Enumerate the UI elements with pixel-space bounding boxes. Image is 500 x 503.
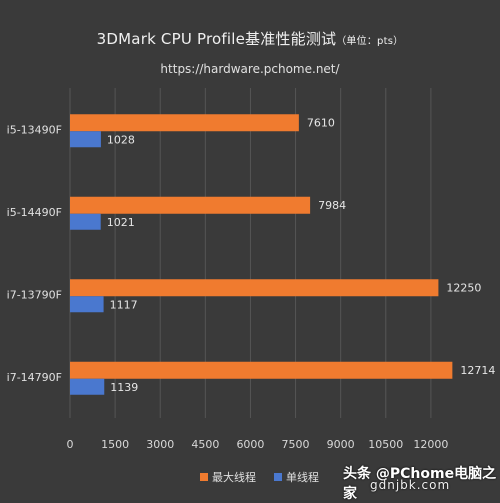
watermark-text: 头条 @PChome电脑之家: [343, 466, 497, 502]
data-label-multi-1: 7984: [318, 199, 346, 212]
bar-multi-3: [70, 361, 453, 379]
x-tick-label-1: 1500: [101, 438, 129, 451]
x-tick-label-2: 3000: [146, 438, 174, 451]
data-label-single-1: 1021: [107, 216, 135, 229]
x-tick-label-7: 10500: [368, 438, 403, 451]
x-tick-label-8: 12000: [413, 438, 448, 451]
legend-label-single: 单线程: [286, 471, 319, 484]
category-label-2: i7-13790F: [7, 288, 62, 301]
data-label-single-0: 1028: [107, 133, 135, 146]
x-tick-label-5: 7500: [282, 438, 310, 451]
chart-title-text: 3DMark CPU Profile基准性能测试: [96, 30, 337, 48]
bar-multi-2: [70, 279, 439, 297]
data-label-multi-0: 7610: [307, 116, 335, 129]
bar-single-3: [70, 378, 105, 395]
legend-swatch-single: [274, 473, 282, 481]
data-label-multi-3: 12714: [460, 364, 495, 377]
data-label-single-2: 1117: [110, 298, 138, 311]
chart-legend: 最大线程 单线程: [200, 469, 337, 485]
bar-single-0: [70, 131, 101, 148]
chart-title-unit: （单位：pts）: [336, 36, 404, 47]
bar-multi-1: [70, 196, 311, 214]
data-label-single-3: 1139: [110, 381, 138, 394]
x-tick-label-4: 6000: [236, 438, 264, 451]
category-label-1: i5-14490F: [7, 206, 62, 219]
bar-single-2: [70, 296, 104, 313]
category-label-0: i5-13490F: [7, 123, 62, 136]
chart-title: 3DMark CPU Profile基准性能测试（单位：pts）: [0, 28, 500, 49]
watermark-site: gdnjbk.com: [370, 478, 451, 492]
legend-item-multi: 最大线程: [200, 469, 256, 485]
bar-single-1: [70, 213, 101, 230]
legend-swatch-multi: [200, 473, 208, 481]
x-tick-label-6: 9000: [327, 438, 355, 451]
data-label-multi-2: 12250: [446, 281, 481, 294]
legend-label-multi: 最大线程: [212, 471, 256, 484]
category-label-3: i7-14790F: [7, 371, 62, 384]
legend-item-single: 单线程: [274, 469, 319, 485]
x-tick-label-3: 4500: [191, 438, 219, 451]
chart-subtitle-url: https://hardware.pchome.net/: [160, 62, 340, 76]
bar-multi-0: [70, 114, 299, 132]
x-tick-label-0: 0: [67, 438, 74, 451]
